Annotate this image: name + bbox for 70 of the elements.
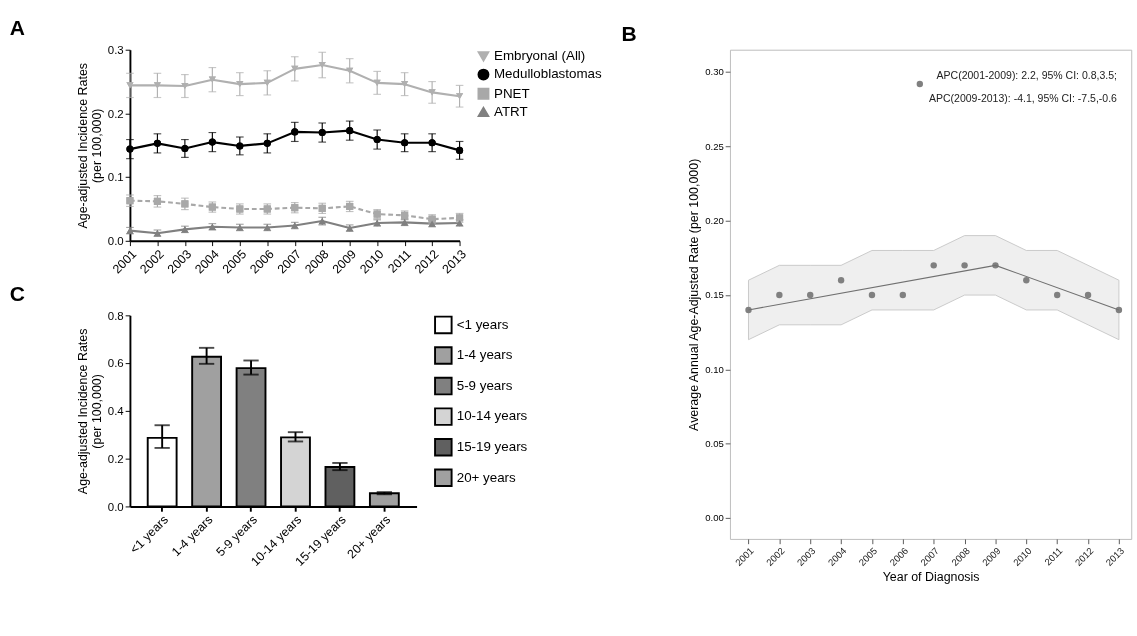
point [318, 129, 326, 137]
point [1053, 291, 1061, 299]
y-tick-label: 0.10 [705, 363, 724, 375]
point [776, 291, 783, 299]
point [291, 65, 299, 72]
point [236, 142, 244, 150]
legend-label: 5-9 years [456, 377, 513, 393]
y-tick-label: 0.6 [107, 357, 124, 370]
chart-title: C [9, 282, 26, 306]
y-axis-title: Age-adjusted Incidence Rates (per 100,000) [75, 328, 105, 495]
point [346, 127, 354, 135]
point [318, 61, 326, 69]
point [373, 79, 381, 86]
point [899, 291, 907, 299]
y-axis-title: Average Annual Age-Adjusted Rate (per 100,000) [687, 158, 702, 431]
y-tick-label: 0.05 [705, 438, 724, 450]
point [126, 145, 134, 153]
legend-label: 20+ years [456, 469, 517, 485]
chart-title: A [9, 16, 26, 40]
y-tick-label: 0.1 [107, 171, 124, 184]
point [1084, 291, 1092, 299]
y-tick-label: 0.0 [107, 500, 124, 513]
point [181, 82, 189, 90]
y-tick-label: 0.4 [107, 405, 125, 418]
point [428, 89, 436, 96]
point [263, 139, 271, 147]
chart-title: B [621, 22, 637, 46]
y-tick-label: 0.8 [107, 309, 124, 322]
legend-label: Embryonal (All) [493, 48, 586, 64]
legend-label: ATRT [493, 103, 528, 119]
point [291, 128, 299, 136]
point [181, 144, 189, 152]
point [263, 79, 271, 86]
point [153, 139, 161, 147]
point [428, 139, 436, 147]
point [1023, 277, 1030, 284]
point [930, 262, 937, 269]
point [868, 291, 876, 299]
y-tick-label: 0.15 [705, 289, 724, 301]
point [456, 146, 464, 154]
legend-label: <1 years [456, 316, 509, 332]
y-tick-label: 0.2 [107, 452, 124, 465]
legend-label: 15-19 years [456, 439, 528, 455]
point [236, 81, 244, 88]
point [373, 136, 381, 144]
y-tick-label: 0.0 [107, 235, 124, 248]
point [126, 82, 134, 89]
point [208, 138, 216, 146]
y-tick-label: 0.3 [107, 44, 124, 57]
annotation: APC(2001-2009): 2.2, 95% CI: 0.8,3.5; [936, 69, 1117, 82]
point [961, 262, 968, 269]
point [153, 82, 161, 89]
x-axis-title: Year of Diagnosis [882, 570, 980, 585]
legend-label: Medulloblastomas [493, 66, 602, 82]
y-tick-label: 0.25 [705, 140, 724, 152]
point [916, 80, 924, 88]
legend-label: PNET [493, 85, 530, 101]
y-tick-label: 0.20 [705, 215, 724, 227]
y-tick-label: 0.2 [107, 107, 124, 120]
y-tick-label: 0.00 [705, 512, 724, 524]
annotation: APC(2009-2013): -4.1, 95% CI: -7.5,-0.6 [929, 92, 1118, 105]
point [807, 291, 814, 299]
legend-label: 10-14 years [456, 408, 528, 424]
point [346, 67, 354, 74]
legend-label: 1-4 years [456, 347, 513, 363]
point [401, 139, 409, 147]
y-tick-label: 0.30 [705, 66, 724, 78]
point [837, 277, 845, 284]
point [208, 76, 216, 83]
y-axis-title: Age-adjusted Incidence Rates (per 100,000) [75, 62, 105, 229]
